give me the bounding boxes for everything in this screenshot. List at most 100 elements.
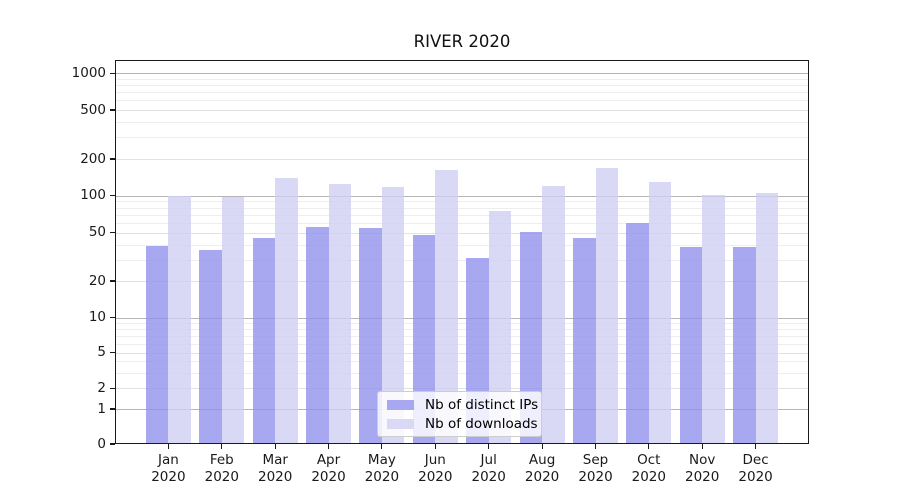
bar-downloads-sep bbox=[595, 167, 618, 444]
x-tick bbox=[327, 444, 330, 449]
bar-downloads-may bbox=[381, 186, 405, 444]
bar-ips-aug bbox=[519, 231, 543, 444]
x-tick-label-feb: Feb 2020 bbox=[204, 452, 239, 485]
bar-ips-apr bbox=[306, 226, 329, 444]
y-tick bbox=[110, 280, 115, 282]
gridline-minor bbox=[115, 201, 809, 203]
legend: Nb of distinct IPs Nb of downloads bbox=[377, 391, 542, 437]
legend-swatch-distinct-ips bbox=[387, 399, 414, 410]
y-tick-label: 20 bbox=[88, 272, 106, 289]
x-tick-label-sep: Sep 2020 bbox=[578, 452, 613, 485]
bar-ips-sep bbox=[573, 238, 596, 444]
bar-ips-mar bbox=[252, 238, 276, 444]
legend-label-downloads: Nb of downloads bbox=[425, 415, 538, 432]
bar-downloads-jun bbox=[435, 170, 458, 444]
x-tick-label-jan: Jan 2020 bbox=[151, 452, 186, 485]
gridline-major bbox=[115, 317, 809, 319]
x-tick bbox=[594, 444, 597, 449]
bar-downloads-feb bbox=[221, 197, 245, 444]
bar-ips-oct bbox=[626, 223, 649, 444]
y-tick-label: 50 bbox=[88, 224, 106, 241]
y-tick bbox=[110, 232, 115, 234]
x-tick-label-mar: Mar 2020 bbox=[258, 452, 293, 485]
x-tick bbox=[541, 444, 543, 449]
y-tick bbox=[110, 72, 115, 74]
bar-downloads-dec bbox=[755, 193, 779, 444]
gridline-minor bbox=[115, 92, 809, 94]
bar-ips-nov bbox=[679, 247, 703, 444]
legend-entry-downloads: Nb of downloads bbox=[387, 416, 538, 432]
x-tick-label-oct: Oct 2020 bbox=[631, 452, 666, 485]
gridline-minor bbox=[115, 121, 809, 123]
gridline-minor bbox=[115, 361, 809, 363]
y-tick bbox=[110, 109, 115, 111]
x-tick-label-nov: Nov 2020 bbox=[685, 452, 720, 485]
y-tick-label: 0 bbox=[97, 435, 106, 452]
gridline-major bbox=[115, 73, 809, 75]
gridline-minor bbox=[115, 244, 809, 246]
gridline-minor bbox=[115, 329, 809, 330]
y-tick-label: 500 bbox=[80, 101, 106, 118]
x-tick-label-jun: Jun 2020 bbox=[418, 452, 453, 485]
x-tick bbox=[381, 444, 383, 449]
gridline-minor bbox=[115, 223, 809, 224]
gridline-mid bbox=[115, 281, 809, 282]
x-tick bbox=[488, 444, 490, 449]
x-tick bbox=[274, 444, 276, 449]
gridline-minor bbox=[115, 85, 809, 87]
gridline-major bbox=[115, 195, 809, 197]
y-tick-label: 100 bbox=[80, 187, 106, 204]
x-tick-label-jul: Jul 2020 bbox=[471, 452, 506, 485]
x-tick bbox=[648, 444, 650, 449]
chart-title: RIVER 2020 bbox=[413, 32, 511, 51]
gridline-mid bbox=[115, 110, 809, 111]
gridline-minor bbox=[115, 259, 809, 261]
x-tick-label-apr: Apr 2020 bbox=[311, 452, 346, 485]
gridline-minor bbox=[115, 335, 809, 337]
plot-area bbox=[115, 60, 809, 444]
y-tick bbox=[110, 443, 115, 445]
legend-entry-distinct-ips: Nb of distinct IPs bbox=[387, 397, 538, 413]
y-tick-label: 2 bbox=[97, 379, 106, 396]
x-tick-label-dec: Dec 2020 bbox=[738, 452, 773, 485]
y-tick-label: 200 bbox=[80, 150, 106, 167]
gridline-mid bbox=[115, 232, 809, 234]
gridline-minor bbox=[115, 214, 809, 216]
y-tick bbox=[110, 352, 115, 354]
y-tick bbox=[110, 317, 115, 319]
bar-ips-may bbox=[359, 227, 382, 444]
legend-label-distinct-ips: Nb of distinct IPs bbox=[425, 396, 539, 413]
bar-ips-jan bbox=[145, 245, 169, 444]
y-tick-label: 10 bbox=[88, 309, 106, 326]
x-tick-label-may: May 2020 bbox=[364, 452, 400, 485]
bar-downloads-jul bbox=[488, 211, 512, 444]
gridline-minor bbox=[115, 323, 809, 324]
bar-downloads-mar bbox=[275, 177, 298, 444]
gridline-minor bbox=[115, 372, 809, 374]
y-tick-label: 5 bbox=[97, 344, 106, 361]
y-tick bbox=[110, 158, 115, 160]
gridline-minor bbox=[115, 343, 809, 345]
x-tick bbox=[221, 444, 223, 449]
gridline-minor bbox=[115, 137, 809, 139]
x-tick bbox=[755, 444, 757, 449]
y-tick-label: 1 bbox=[97, 400, 106, 417]
bar-downloads-aug bbox=[542, 185, 565, 444]
y-tick-label: 1000 bbox=[71, 64, 106, 81]
y-tick bbox=[110, 387, 115, 389]
y-tick bbox=[110, 408, 115, 410]
x-tick bbox=[167, 444, 169, 449]
gridline-mid bbox=[115, 388, 809, 390]
gridline-minor bbox=[115, 78, 809, 80]
x-tick bbox=[434, 444, 436, 449]
bar-ips-dec bbox=[733, 247, 756, 444]
bar-downloads-jan bbox=[168, 195, 191, 444]
legend-swatch-downloads bbox=[387, 418, 414, 429]
bar-downloads-apr bbox=[328, 183, 351, 444]
gridline-minor bbox=[115, 207, 809, 209]
gridline-minor bbox=[115, 100, 809, 102]
bar-downloads-nov bbox=[702, 195, 725, 444]
x-tick bbox=[701, 444, 703, 449]
bar-downloads-oct bbox=[648, 181, 672, 444]
gridline-mid bbox=[115, 352, 809, 354]
